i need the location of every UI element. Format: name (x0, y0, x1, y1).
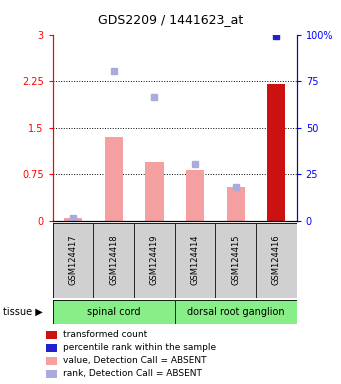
Bar (46, 357, 57, 365)
Text: GSM124419: GSM124419 (150, 235, 159, 285)
FancyBboxPatch shape (93, 223, 134, 298)
Bar (46, 344, 57, 352)
FancyBboxPatch shape (53, 300, 297, 324)
FancyBboxPatch shape (175, 300, 297, 324)
Bar (46, 369, 57, 378)
Text: GDS2209 / 1441623_at: GDS2209 / 1441623_at (98, 13, 243, 26)
Text: percentile rank within the sample: percentile rank within the sample (62, 343, 216, 352)
FancyBboxPatch shape (134, 223, 175, 298)
Text: GSM124416: GSM124416 (272, 235, 281, 285)
Text: rank, Detection Call = ABSENT: rank, Detection Call = ABSENT (62, 369, 202, 378)
Text: GSM124417: GSM124417 (69, 235, 78, 285)
Bar (145, 162, 164, 221)
FancyBboxPatch shape (53, 223, 297, 298)
Text: value, Detection Call = ABSENT: value, Detection Call = ABSENT (62, 356, 206, 365)
Text: tissue ▶: tissue ▶ (3, 307, 43, 317)
FancyBboxPatch shape (175, 223, 216, 298)
FancyBboxPatch shape (53, 300, 175, 324)
Text: transformed count: transformed count (62, 330, 147, 339)
Text: dorsal root ganglion: dorsal root ganglion (187, 307, 284, 317)
Bar (46, 331, 57, 339)
FancyBboxPatch shape (53, 223, 93, 298)
FancyBboxPatch shape (256, 223, 297, 298)
Bar (226, 187, 245, 221)
Bar (267, 84, 285, 221)
Text: GSM124414: GSM124414 (191, 235, 199, 285)
Bar (64, 218, 82, 221)
Text: GSM124418: GSM124418 (109, 235, 118, 285)
Text: spinal cord: spinal cord (87, 307, 140, 317)
Bar (105, 137, 123, 221)
FancyBboxPatch shape (216, 223, 256, 298)
Bar (186, 170, 204, 221)
Text: GSM124415: GSM124415 (231, 235, 240, 285)
